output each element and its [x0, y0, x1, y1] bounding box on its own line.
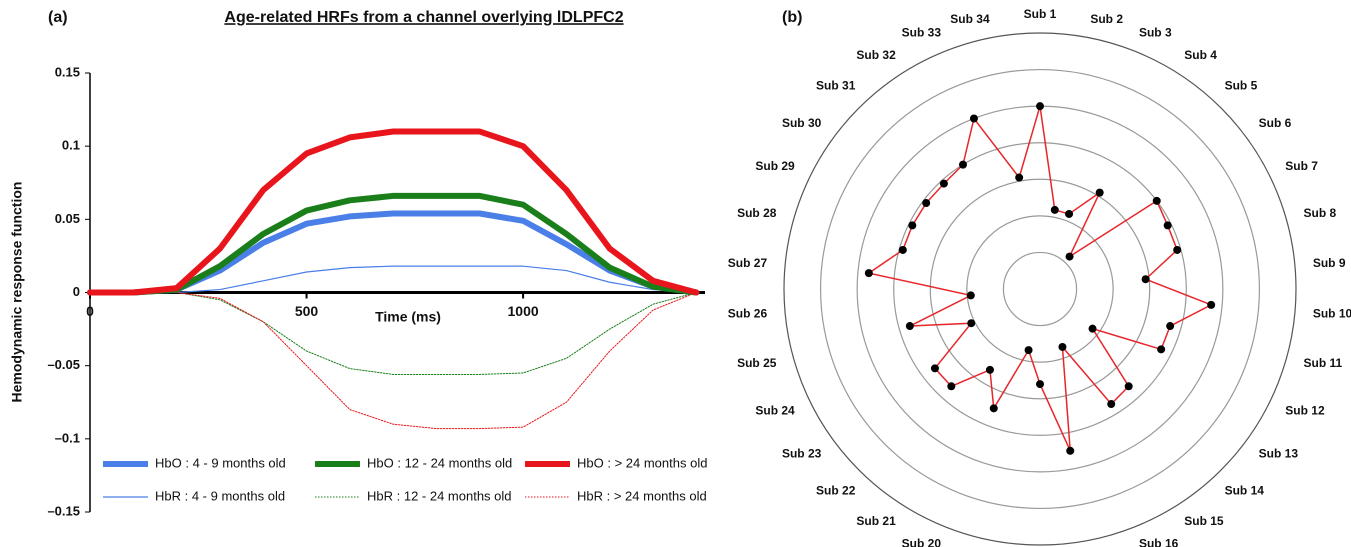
category-label: Sub 9 [1313, 256, 1346, 270]
radar-point [1066, 446, 1075, 455]
y-tick-label: –0.1 [55, 430, 80, 445]
category-label: Sub 5 [1225, 79, 1258, 93]
grid-ring [929, 178, 1151, 400]
category-label: Sub 15 [1184, 514, 1224, 528]
category-label: Sub 3 [1139, 26, 1172, 40]
x-tick-label: 0 [86, 303, 94, 319]
radar-point [908, 221, 917, 230]
category-label: Sub 11 [1304, 356, 1343, 370]
category-label: Sub 32 [856, 48, 896, 62]
radar-point [1036, 380, 1044, 389]
category-label: Sub 27 [728, 256, 768, 270]
grid-ring [893, 142, 1187, 436]
category-label: Sub 25 [737, 356, 777, 370]
category-label: Sub 23 [782, 446, 822, 460]
radar-point [966, 291, 975, 300]
panel-label: (a) [48, 9, 68, 26]
legend-label: HbO : 4 - 9 months old [155, 455, 286, 470]
radar-point [930, 364, 939, 373]
y-tick-label: 0.15 [55, 64, 80, 79]
y-tick-label: 0.1 [62, 138, 80, 153]
radar-point [864, 269, 873, 278]
x-tick-label: 500 [295, 303, 319, 319]
radar-point [958, 160, 967, 169]
grid-ring [856, 105, 1224, 473]
radar-point [1065, 252, 1074, 261]
radar-point [1173, 245, 1182, 254]
grid-ring [819, 68, 1261, 510]
radar-point [1015, 173, 1024, 182]
category-label: Sub 26 [728, 306, 768, 320]
radar-point [922, 199, 931, 208]
category-label: Sub 2 [1090, 12, 1123, 26]
radar-point [1166, 322, 1175, 331]
category-label: Sub 20 [902, 537, 942, 547]
radar-point [1024, 346, 1033, 355]
y-tick-label: –0.05 [47, 357, 80, 372]
radar-point [939, 179, 948, 188]
x-tick-label: 1000 [508, 303, 539, 319]
category-label: Sub 28 [737, 206, 777, 220]
radar-point [969, 114, 978, 123]
category-label: Sub 34 [950, 12, 990, 26]
category-label: Sub 21 [856, 514, 896, 528]
y-tick-label: –0.15 [47, 503, 80, 518]
category-label: Sub 13 [1259, 446, 1299, 460]
y-tick-label: 0 [73, 284, 80, 299]
radar-point [905, 322, 914, 331]
radar-point [1124, 382, 1133, 391]
category-label: Sub 1 [1024, 7, 1057, 21]
series-line [87, 192, 700, 296]
category-label: Sub 10 [1313, 306, 1351, 320]
grid-ring [966, 215, 1114, 363]
legend-label: HbR : > 24 months old [577, 488, 707, 503]
x-axis-label: Time (ms) [375, 309, 441, 325]
panel-label: (b) [782, 9, 802, 26]
category-label: Sub 22 [816, 484, 856, 498]
radar-point [1207, 300, 1216, 309]
category-label: Sub 12 [1285, 403, 1325, 417]
radar-point [1058, 342, 1067, 351]
radar-point [1065, 209, 1074, 218]
radar-point [1107, 400, 1116, 409]
radar-point [947, 382, 956, 391]
category-label: Sub 6 [1259, 116, 1292, 130]
legend-label: HbO : > 24 months old [577, 455, 707, 470]
grid-ring [783, 32, 1297, 546]
radar-point [1141, 275, 1150, 284]
y-axis-label: Hemodynamic response function [9, 182, 25, 403]
category-label: Sub 24 [755, 403, 795, 417]
category-label: Sub 16 [1139, 537, 1179, 547]
chart-title: Age-related HRFs from a channel overlyin… [224, 9, 623, 26]
legend-label: HbR : 4 - 9 months old [155, 488, 285, 503]
category-label: Sub 30 [782, 116, 822, 130]
radar-point [1157, 345, 1166, 354]
series-line [87, 128, 700, 296]
radar-point [1050, 205, 1059, 214]
legend-label: HbR : 12 - 24 months old [367, 488, 512, 503]
radar-point [967, 319, 976, 328]
category-label: Sub 8 [1304, 206, 1337, 220]
category-label: Sub 33 [902, 26, 942, 40]
category-label: Sub 29 [755, 159, 795, 173]
category-label: Sub 4 [1184, 48, 1217, 62]
radar-point [898, 245, 907, 254]
radar-point [1152, 196, 1161, 205]
radar-point [989, 404, 998, 413]
category-label: Sub 7 [1285, 159, 1318, 173]
category-label: Sub 14 [1225, 484, 1265, 498]
radar-point [1163, 221, 1172, 230]
radar-point [1036, 102, 1044, 111]
category-label: Sub 31 [816, 79, 856, 93]
radar-point [985, 365, 994, 374]
series-line [89, 292, 697, 430]
grid-ring [1002, 251, 1078, 327]
series-line [89, 265, 697, 294]
radar-point [1095, 188, 1104, 197]
radar-point [1088, 324, 1097, 333]
series-line [89, 292, 697, 375]
legend-label: HbO : 12 - 24 months old [367, 455, 512, 470]
y-tick-label: 0.05 [55, 211, 80, 226]
